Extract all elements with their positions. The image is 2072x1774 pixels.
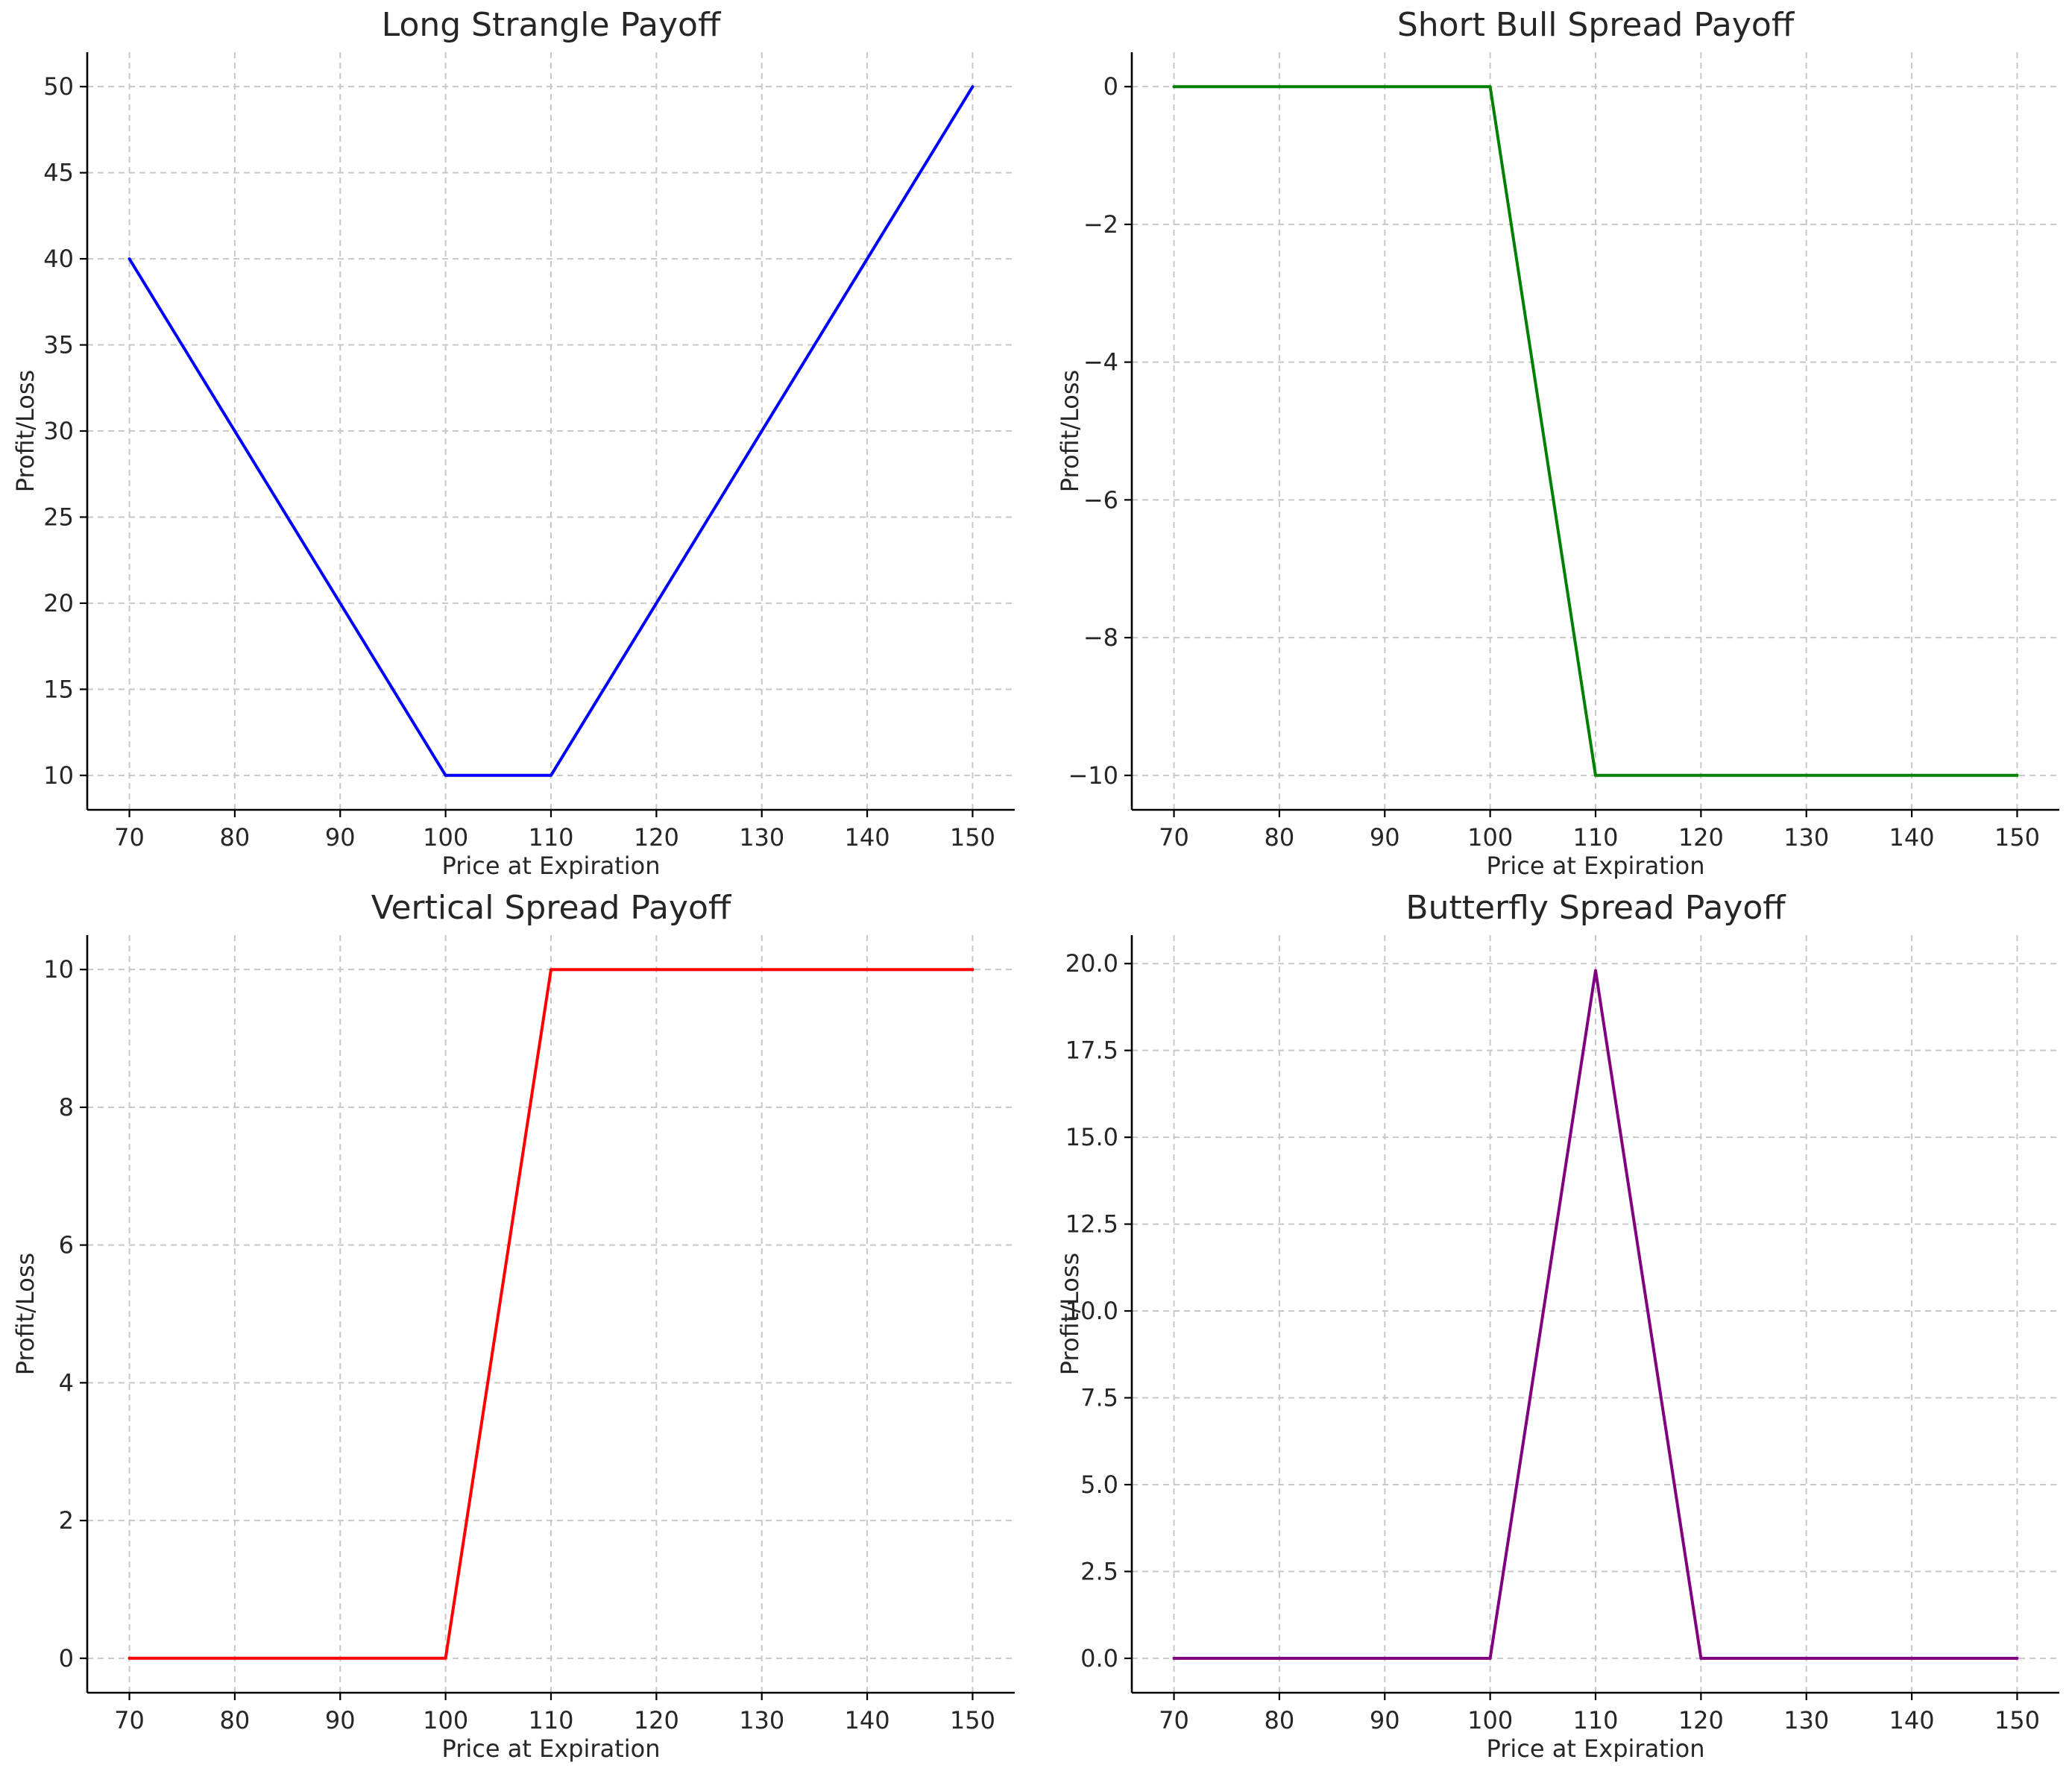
y-axis-label: Profit/Loss <box>1056 1253 1084 1375</box>
x-tick-label: 100 <box>1467 1706 1513 1734</box>
x-tick-label: 80 <box>220 1706 251 1734</box>
x-tick-label: 130 <box>739 1706 784 1734</box>
series-line-1 <box>127 85 974 777</box>
y-tick-label: −10 <box>1068 761 1118 790</box>
chart-title: Short Bull Spread Payoff <box>1397 6 1795 44</box>
y-tick-label: 0.0 <box>1080 1644 1118 1673</box>
series-line-1 <box>1172 85 2019 777</box>
x-tick-label: 80 <box>1265 823 1295 852</box>
x-axis-label: Price at Expiration <box>442 1734 661 1763</box>
x-axis-label: Price at Expiration <box>442 852 661 880</box>
chart-panel-2: 70 80 90 100 110 120 130 140 150 0 −2 −4 −6 −8 −10 Pric… <box>1056 6 2059 880</box>
y-tick-label: 17.5 <box>1065 1037 1118 1065</box>
x-tick-label: 130 <box>1783 1706 1829 1734</box>
x-tick-label: 70 <box>1159 1706 1189 1734</box>
y-tick-label: 4 <box>59 1368 74 1397</box>
x-tick-label: 140 <box>1889 1706 1935 1734</box>
x-tick-label: 80 <box>1265 1706 1295 1734</box>
x-tick-label: 120 <box>634 823 679 852</box>
y-tick-label: −6 <box>1083 485 1118 514</box>
chart-panel-3: 70 80 90 100 110 120 130 140 150 0 2 4 6 8 10 Price at … <box>11 889 1015 1763</box>
x-tick-label: 150 <box>1994 823 2040 852</box>
series-line-1 <box>1172 969 2019 1660</box>
x-tick-label: 140 <box>1889 823 1935 852</box>
y-axis-label: Profit/Loss <box>11 370 40 492</box>
y-tick-label: 2.5 <box>1080 1557 1118 1585</box>
x-tick-label: 110 <box>528 823 573 852</box>
y-tick-label: 10 <box>43 955 74 984</box>
x-tick-label: 150 <box>950 823 995 852</box>
chart-title: Vertical Spread Payoff <box>371 889 732 927</box>
y-tick-label: −4 <box>1083 348 1118 377</box>
y-tick-label: 8 <box>59 1093 74 1122</box>
y-tick-label: 25 <box>43 503 74 531</box>
y-tick-label: 2 <box>59 1506 74 1535</box>
x-tick-label: 80 <box>220 823 251 852</box>
x-axis-label: Price at Expiration <box>1487 1734 1705 1763</box>
y-tick-label: 7.5 <box>1080 1384 1118 1412</box>
chart-title: Butterfly Spread Payoff <box>1405 889 1786 927</box>
x-axis-label: Price at Expiration <box>1487 852 1705 880</box>
y-tick-label: 35 <box>43 331 74 359</box>
y-tick-label: 20 <box>43 589 74 617</box>
x-tick-label: 90 <box>1370 823 1400 852</box>
y-tick-label: 5.0 <box>1080 1471 1118 1499</box>
x-tick-label: 90 <box>325 1706 356 1734</box>
x-tick-label: 140 <box>845 823 890 852</box>
x-tick-label: 110 <box>1572 1706 1618 1734</box>
y-tick-label: 10 <box>43 761 74 790</box>
x-tick-label: 120 <box>1678 823 1724 852</box>
y-tick-label: 15.0 <box>1065 1123 1118 1151</box>
x-tick-label: 70 <box>1159 823 1189 852</box>
y-tick-label: 30 <box>43 417 74 445</box>
x-tick-label: 150 <box>1994 1706 2040 1734</box>
x-tick-label: 130 <box>1783 823 1829 852</box>
x-tick-label: 140 <box>845 1706 890 1734</box>
y-tick-label: 50 <box>43 72 74 101</box>
y-tick-label: 20.0 <box>1065 949 1118 978</box>
x-tick-label: 120 <box>634 1706 679 1734</box>
x-tick-label: 100 <box>1467 823 1513 852</box>
y-tick-label: 15 <box>43 675 74 703</box>
x-tick-label: 110 <box>528 1706 573 1734</box>
y-tick-label: 10.0 <box>1065 1297 1118 1325</box>
y-tick-label: 40 <box>43 245 74 273</box>
x-tick-label: 70 <box>114 823 145 852</box>
y-tick-label: 6 <box>59 1231 74 1259</box>
y-axis-label: Profit/Loss <box>1056 370 1084 492</box>
x-tick-label: 150 <box>950 1706 995 1734</box>
chart-panel-1: 70 80 90 100 110 120 130 140 150 10 15 20 25 30 35 40 45… <box>11 6 1015 880</box>
chart-title: Long Strangle Payoff <box>382 6 722 44</box>
x-tick-label: 100 <box>423 823 468 852</box>
y-tick-label: −2 <box>1083 210 1118 239</box>
x-tick-label: 120 <box>1678 1706 1724 1734</box>
y-axis-label: Profit/Loss <box>11 1253 40 1375</box>
x-tick-label: 110 <box>1572 823 1618 852</box>
y-tick-label: −8 <box>1083 623 1118 652</box>
x-tick-label: 90 <box>1370 1706 1400 1734</box>
y-tick-label: 0 <box>59 1644 74 1673</box>
series-line-1 <box>127 968 974 1660</box>
y-tick-label: 45 <box>43 159 74 187</box>
chart-panel-4: 70 80 90 100 110 120 130 140 150 0.0 2.5 5.0 7.5 10.0… <box>1056 889 2059 1763</box>
y-tick-label: 12.5 <box>1065 1210 1118 1239</box>
y-tick-label: 0 <box>1103 72 1118 101</box>
x-tick-label: 90 <box>325 823 356 852</box>
x-tick-label: 70 <box>114 1706 145 1734</box>
x-tick-label: 130 <box>739 823 784 852</box>
x-tick-label: 100 <box>423 1706 468 1734</box>
